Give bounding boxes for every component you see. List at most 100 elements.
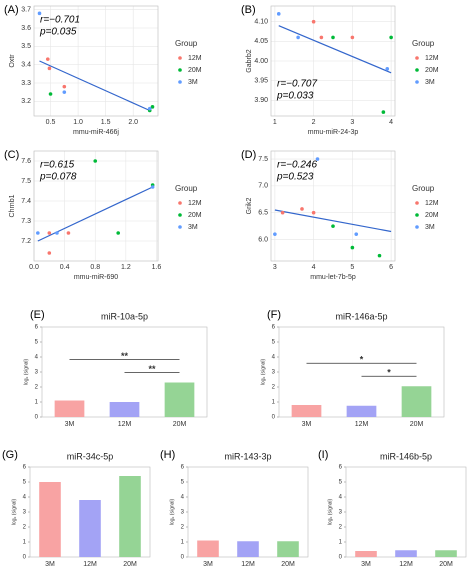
y-axis-label: log₂ (signal) <box>260 358 266 385</box>
legend-swatch <box>178 201 182 205</box>
bar <box>119 476 141 557</box>
stat-annotation: p=0.523 <box>276 172 314 183</box>
legend-swatch <box>415 213 419 217</box>
legend-swatch <box>178 80 182 84</box>
x-tick-label: 1.5 <box>101 119 111 126</box>
y-tick-label: 2 <box>23 525 27 531</box>
y-tick-label: 0 <box>272 415 276 421</box>
y-tick-label: 1 <box>23 540 27 546</box>
y-tick-label: 5 <box>23 480 27 486</box>
y-tick-label: 7.3 <box>21 218 31 225</box>
y-tick-label: 3 <box>23 510 27 516</box>
x-tick-label: 20M <box>173 421 187 428</box>
point <box>331 224 335 228</box>
point <box>66 231 71 235</box>
y-axis-label: Oxtr <box>9 54 16 68</box>
stat-annotation: p=0.035 <box>39 27 77 38</box>
y-tick-label: 3.4 <box>21 62 31 69</box>
y-tick-label: 4 <box>23 495 27 501</box>
x-tick-label: 20M <box>410 421 424 428</box>
panel-label: (H) <box>160 449 175 461</box>
y-tick-label: 5 <box>181 480 185 486</box>
x-tick-label: 2.0 <box>128 119 138 126</box>
y-tick-label: 1 <box>339 540 343 546</box>
chart-title: miR-34c-5p <box>67 451 114 461</box>
legend-swatch <box>415 225 419 229</box>
chart-title: miR-143-3p <box>224 451 271 461</box>
y-tick-label: 1 <box>35 400 39 406</box>
point <box>331 35 335 40</box>
point <box>381 110 386 114</box>
y-tick-label: 4 <box>35 355 39 361</box>
point <box>280 210 285 215</box>
y-tick-label: 4 <box>181 495 185 501</box>
bar <box>346 405 377 417</box>
x-tick-label: 1 <box>273 119 277 126</box>
legend-label: 12M <box>425 200 439 207</box>
bar <box>395 550 417 557</box>
x-tick-label: 3 <box>350 119 354 126</box>
legend-label: 3M <box>425 79 435 86</box>
y-tick-label: 7.0 <box>258 183 268 190</box>
x-tick-label: 3M <box>302 421 312 428</box>
legend-swatch <box>178 68 182 72</box>
x-tick-label: 12M <box>241 561 255 568</box>
x-tick-label: 0.0 <box>29 264 39 271</box>
plot-frame <box>270 5 396 117</box>
stat-annotation: r=0.615 <box>40 160 75 171</box>
y-tick-label: 7.5 <box>21 178 31 185</box>
point <box>116 231 120 235</box>
point <box>354 232 359 236</box>
legend-label: 12M <box>188 200 202 207</box>
bar <box>237 541 259 557</box>
x-tick-label: 20M <box>123 561 137 568</box>
x-tick-label: 4 <box>389 119 393 126</box>
point <box>385 67 390 71</box>
bar <box>277 541 299 557</box>
bar <box>39 482 61 557</box>
x-tick-label: 12M <box>118 421 132 428</box>
y-tick-label: 6.0 <box>258 236 268 243</box>
y-tick-label: 7.6 <box>21 158 31 165</box>
y-tick-label: 6 <box>181 465 185 471</box>
panel-label: (E) <box>30 309 45 321</box>
legend-label: 20M <box>188 212 202 219</box>
bar <box>197 540 219 557</box>
y-tick-label: 3.5 <box>21 43 31 50</box>
y-tick-label: 3 <box>181 510 185 516</box>
chart-title: miR-146a-5p <box>335 311 387 321</box>
legend-label: 3M <box>188 79 198 86</box>
point <box>37 11 42 16</box>
chart-title: miR-146b-5p <box>380 451 432 461</box>
legend-swatch <box>415 80 419 84</box>
x-tick-label: 20M <box>439 561 453 568</box>
stat-annotation: r=−0.707 <box>277 79 317 90</box>
x-tick-label: 2 <box>312 119 316 126</box>
y-axis-label: Grik2 <box>246 198 253 215</box>
panel-label: (C) <box>4 149 19 161</box>
y-tick-label: 7.5 <box>258 156 268 163</box>
y-tick-label: 3.3 <box>21 80 31 87</box>
y-tick-label: 5 <box>272 340 276 346</box>
y-axis-label: log₂ (signal) <box>327 498 333 525</box>
point <box>273 232 277 236</box>
y-tick-label: 6 <box>23 465 27 471</box>
y-tick-label: 4.10 <box>254 19 268 26</box>
significance-label: ** <box>148 364 156 374</box>
x-tick-label: 3M <box>65 421 75 428</box>
y-tick-label: 5 <box>35 340 39 346</box>
point <box>62 84 67 89</box>
panel-label: (B) <box>241 4 256 16</box>
y-tick-label: 3 <box>35 370 39 376</box>
y-tick-label: 2 <box>339 525 343 531</box>
y-tick-label: 1 <box>272 400 276 406</box>
x-tick-label: 0.5 <box>46 119 56 126</box>
point <box>55 231 59 235</box>
bar <box>355 551 377 557</box>
panel-label: (I) <box>318 449 328 461</box>
y-tick-label: 0 <box>339 555 343 561</box>
x-tick-label: 1.2 <box>121 264 131 271</box>
plot-frame <box>270 150 396 262</box>
y-tick-label: 3.7 <box>21 7 31 14</box>
